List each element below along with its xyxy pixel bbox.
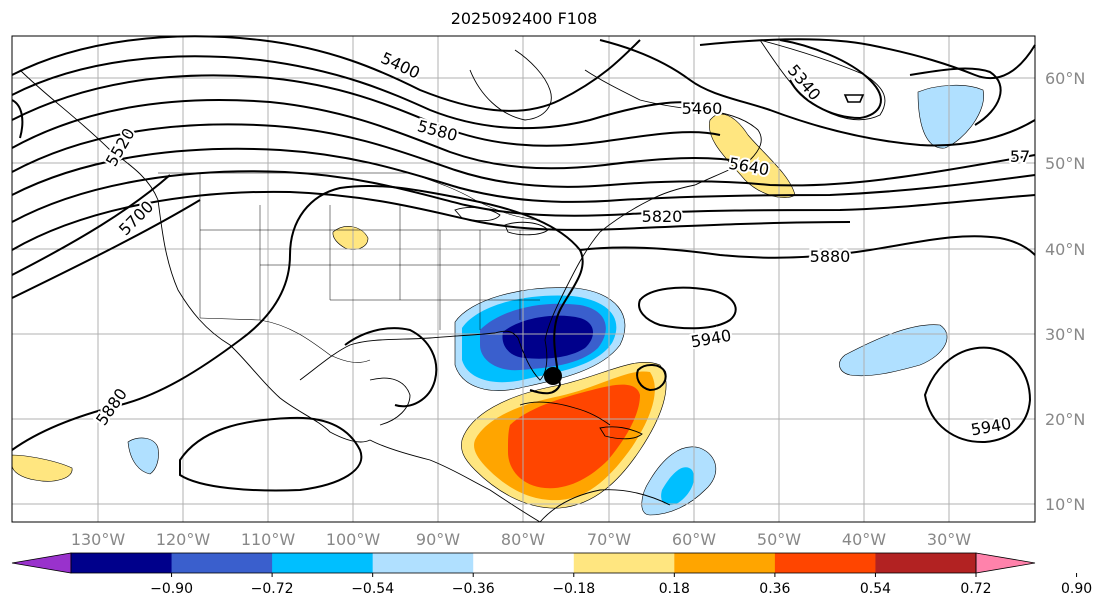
colorbar-tick-label: −0.36 bbox=[452, 581, 495, 597]
colorbar-tick-label: 0.36 bbox=[759, 581, 790, 597]
lon-label-70: 70°W bbox=[587, 530, 631, 549]
map-title: 2025092400 F108 bbox=[450, 9, 598, 28]
height-contours bbox=[11, 35, 1036, 492]
map-frame bbox=[11, 35, 1036, 523]
lon-label-130: 130°W bbox=[71, 530, 126, 549]
lon-label-60: 60°W bbox=[672, 530, 716, 549]
negative-anomaly-core bbox=[502, 315, 594, 359]
colorbar-tick-label: 0.72 bbox=[960, 581, 991, 597]
negative-anomaly-north-atlantic bbox=[917, 84, 984, 149]
colorbar-tick-label: 0.54 bbox=[860, 581, 891, 597]
lon-label-90: 90°W bbox=[416, 530, 460, 549]
latitude-labels: 60°N 50°N 40°N 30°N 20°N 10°N bbox=[1045, 69, 1085, 514]
colorbar-tick-label: −0.54 bbox=[351, 581, 394, 597]
longitude-labels: 130°W 120°W 110°W 100°W 90°W 80°W 70°W 6… bbox=[71, 530, 971, 549]
contour-label-5460: 5460 bbox=[682, 99, 723, 118]
colorbar-tick-label: −0.18 bbox=[552, 581, 595, 597]
colorbar-segment bbox=[875, 553, 977, 573]
lat-label-50: 50°N bbox=[1045, 154, 1085, 173]
storm-center-marker bbox=[544, 367, 562, 385]
colorbar-segment bbox=[272, 553, 374, 573]
colorbar-tick-label: −0.90 bbox=[150, 581, 193, 597]
lon-label-120: 120°W bbox=[156, 530, 211, 549]
lon-label-110: 110°W bbox=[241, 530, 296, 549]
colorbar-segment bbox=[71, 553, 173, 573]
negative-anomaly-atlantic bbox=[839, 324, 948, 377]
lat-label-40: 40°N bbox=[1045, 240, 1085, 259]
colorbar-segment bbox=[774, 553, 876, 573]
lat-label-30: 30°N bbox=[1045, 325, 1085, 344]
anomaly-shading bbox=[11, 84, 984, 516]
contour-label-57: 57 bbox=[1010, 147, 1030, 166]
colorbar: −0.90 −0.72 −0.54 −0.36 −0.18 0.18 0.36 0.54 0.7… bbox=[11, 552, 1092, 597]
colorbar-tick-label: 0.90 bbox=[1061, 581, 1092, 597]
lon-label-40: 40°W bbox=[842, 530, 886, 549]
colorbar-segment bbox=[372, 553, 474, 573]
lat-label-60: 60°N bbox=[1045, 69, 1085, 88]
colorbar-tick-label: 0.18 bbox=[659, 581, 690, 597]
positive-anomaly-core bbox=[508, 384, 640, 489]
colorbar-segment bbox=[674, 553, 776, 573]
colorbar-segment bbox=[573, 553, 675, 573]
colorbar-segment bbox=[171, 553, 273, 573]
contour-label-5880-atlantic: 5880 bbox=[810, 247, 851, 266]
colorbar-segment bbox=[473, 553, 575, 573]
lon-label-80: 80°W bbox=[501, 530, 545, 549]
contour-label-5820: 5820 bbox=[642, 207, 683, 226]
colorbar-tick-label: −0.72 bbox=[251, 581, 294, 597]
lat-label-10: 10°N bbox=[1045, 495, 1085, 514]
lon-label-30: 30°W bbox=[927, 530, 971, 549]
lat-label-20: 20°N bbox=[1045, 410, 1085, 429]
lon-label-50: 50°W bbox=[757, 530, 801, 549]
colorbar-extend-high bbox=[975, 552, 1036, 574]
lon-label-100: 100°W bbox=[326, 530, 381, 549]
colorbar-extend-low bbox=[11, 552, 72, 574]
